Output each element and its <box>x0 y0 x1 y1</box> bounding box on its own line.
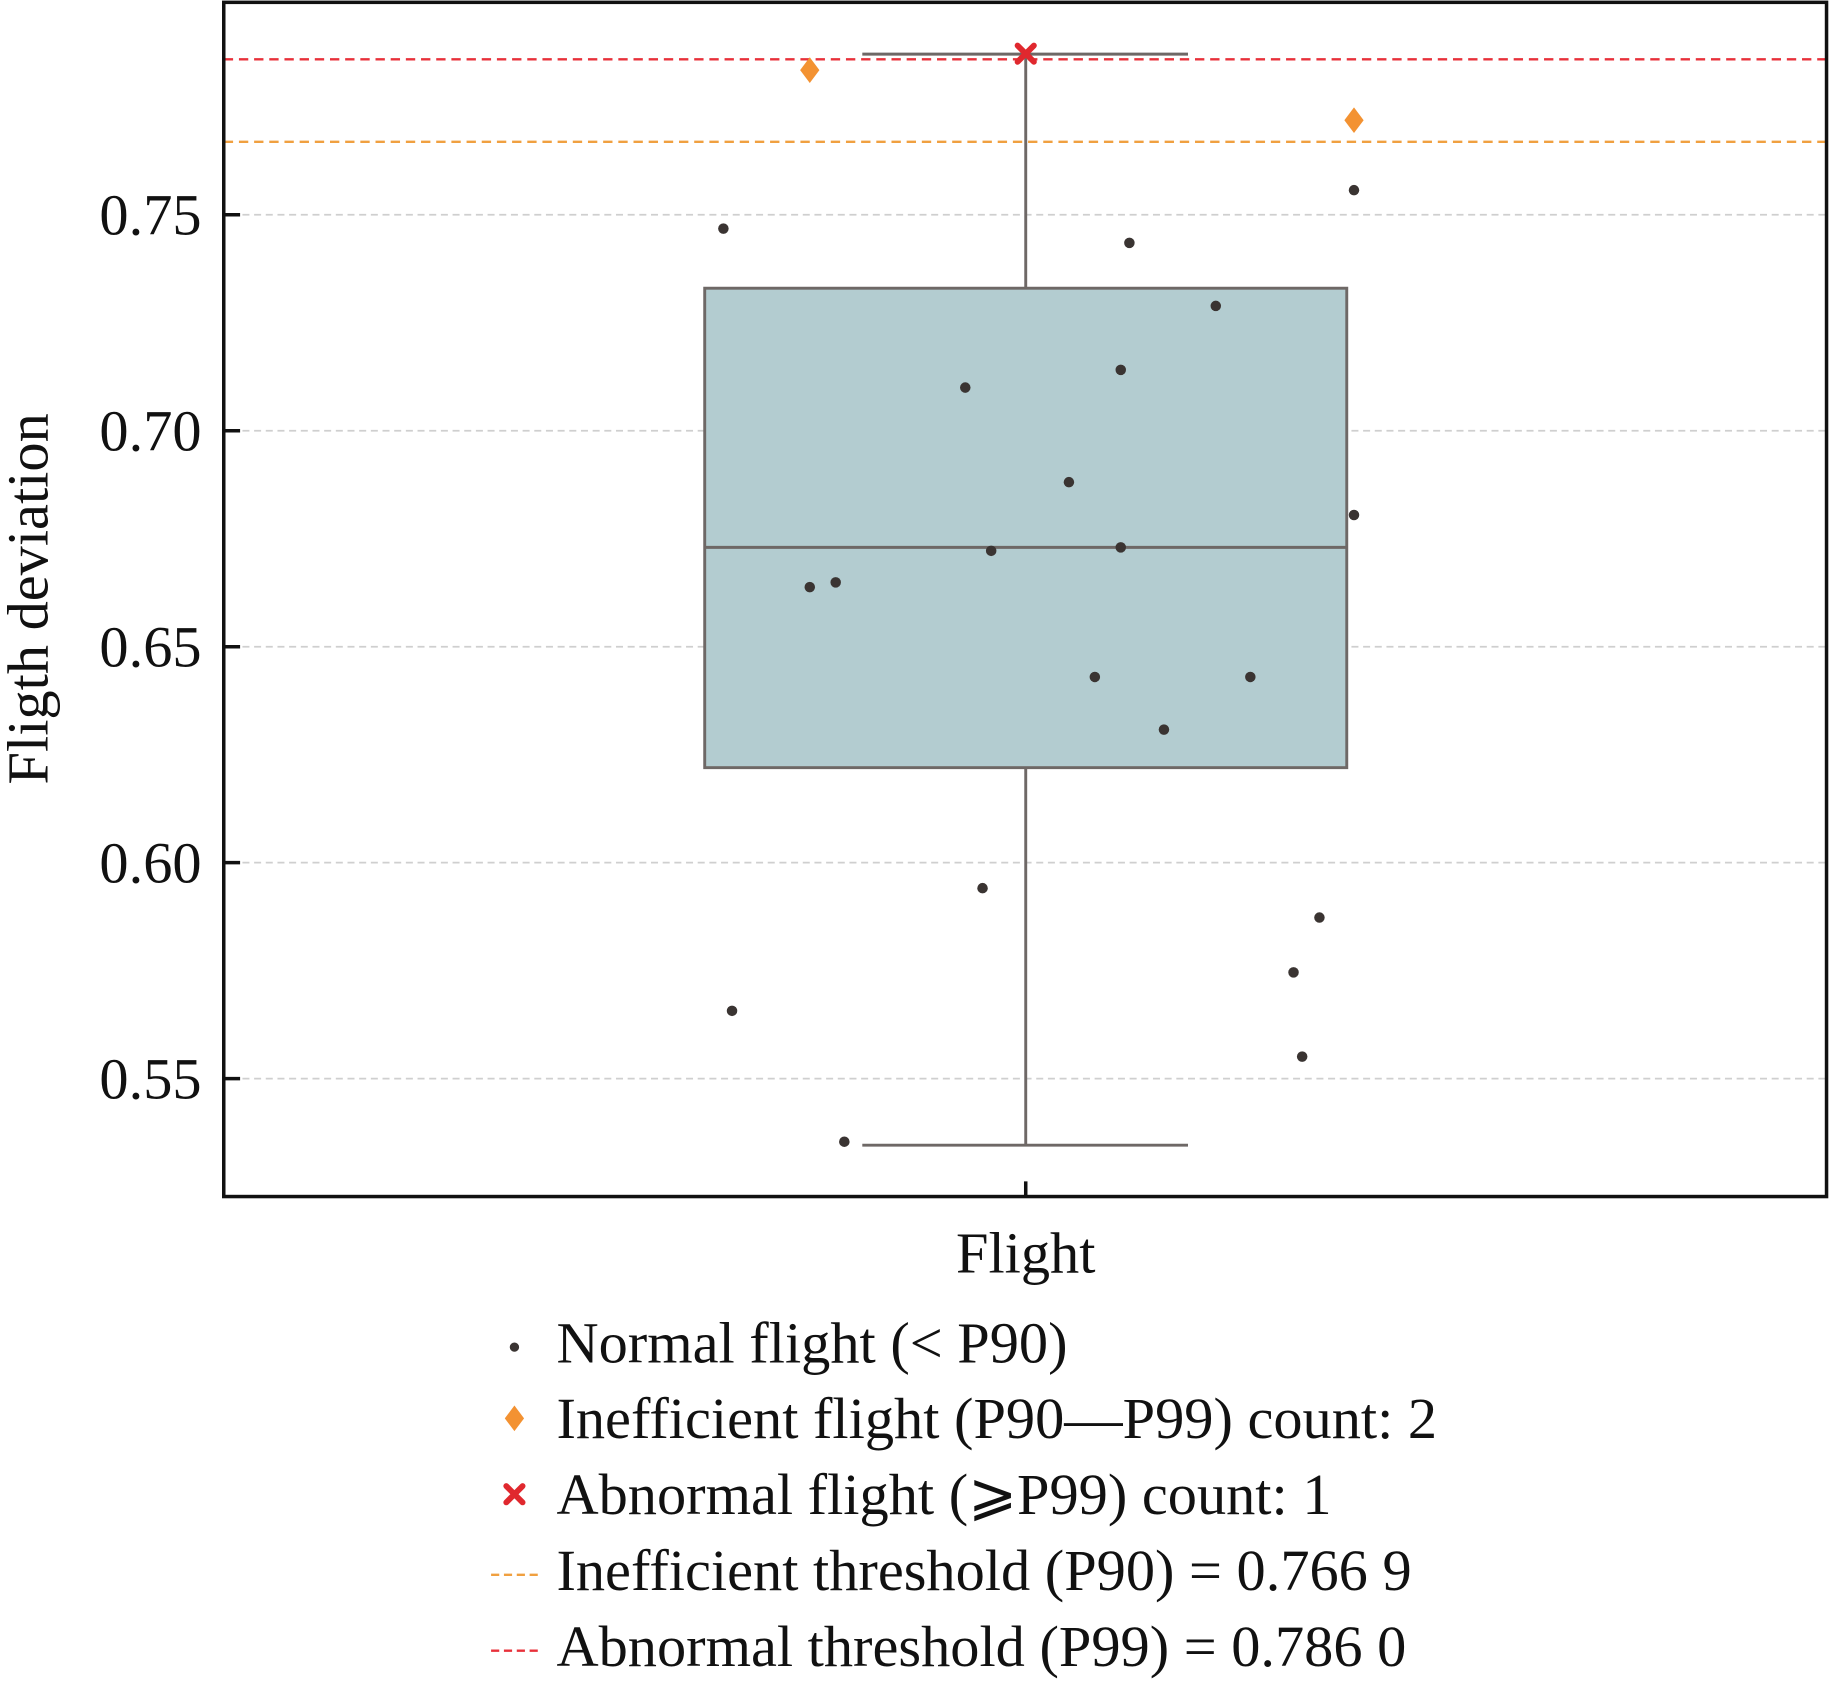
y-tick-label: 0.60 <box>99 831 201 896</box>
x-tick-label: Flight <box>956 1220 1095 1285</box>
y-tick-label: 0.65 <box>99 615 201 680</box>
normal-point <box>977 882 988 894</box>
normal-point <box>1089 671 1101 683</box>
legend-item: Inefficient threshold (P90) = 0.766 9 <box>491 1538 1412 1603</box>
normal-point <box>1210 300 1222 312</box>
normal-point <box>1063 476 1075 488</box>
normal-point <box>830 577 841 588</box>
normal-point <box>1288 967 1299 978</box>
x-stroke <box>503 1483 526 1506</box>
normal-point <box>1245 671 1256 683</box>
legend-label: Inefficient flight (P90—P99) count: 2 <box>556 1386 1437 1451</box>
abnormal-point <box>1014 42 1037 65</box>
y-tick-label: 0.70 <box>99 399 201 464</box>
normal-point <box>718 223 729 234</box>
normal-point <box>1124 237 1135 249</box>
normal-point <box>804 581 816 593</box>
normal-point <box>1296 1051 1308 1062</box>
x-stroke <box>1014 42 1037 65</box>
inefficient-point <box>800 57 820 83</box>
data-points <box>718 42 1364 1147</box>
iqr-box <box>703 286 1349 770</box>
threshold-lines <box>223 58 1827 143</box>
y-tick-label: 0.55 <box>99 1046 201 1111</box>
normal-point <box>726 1005 738 1017</box>
legend: Normal flight (< P90) Inefficient flight … <box>491 1310 1437 1679</box>
legend-label: Abnormal threshold (P99) = 0.786 0 <box>556 1614 1406 1679</box>
y-axis: 0.55 0.60 0.65 0.70 0.75 <box>99 183 241 1111</box>
legend-dot-icon <box>509 1342 520 1352</box>
normal-point <box>960 382 971 393</box>
normal-point <box>1158 724 1170 735</box>
legend-item: Abnormal flight (⩾P99) count: 1 <box>503 1462 1332 1527</box>
legend-item: Inefficient flight (P90—P99) count: 2 <box>504 1386 1437 1451</box>
normal-point <box>1115 364 1127 376</box>
normal-point <box>1348 184 1360 196</box>
legend-diamond-icon <box>504 1405 525 1432</box>
normal-point <box>1115 542 1127 553</box>
y-axis-label: Fligth deviation <box>0 413 60 784</box>
box <box>703 52 1349 1147</box>
grid-lines <box>242 213 1827 1080</box>
legend-label: Abnormal flight (⩾P99) count: 1 <box>556 1462 1331 1527</box>
legend-x-icon <box>503 1483 526 1506</box>
legend-label: Normal flight (< P90) <box>556 1310 1067 1375</box>
legend-item: Abnormal threshold (P99) = 0.786 0 <box>491 1614 1406 1679</box>
y-tick-label: 0.75 <box>99 183 201 248</box>
legend-item: Normal flight (< P90) <box>509 1310 1068 1375</box>
normal-point <box>1314 912 1325 923</box>
normal-point <box>1348 509 1360 521</box>
legend-label: Inefficient threshold (P90) = 0.766 9 <box>556 1538 1411 1603</box>
inefficient-point <box>1344 107 1364 134</box>
normal-point <box>839 1136 850 1147</box>
normal-point <box>985 545 997 557</box>
